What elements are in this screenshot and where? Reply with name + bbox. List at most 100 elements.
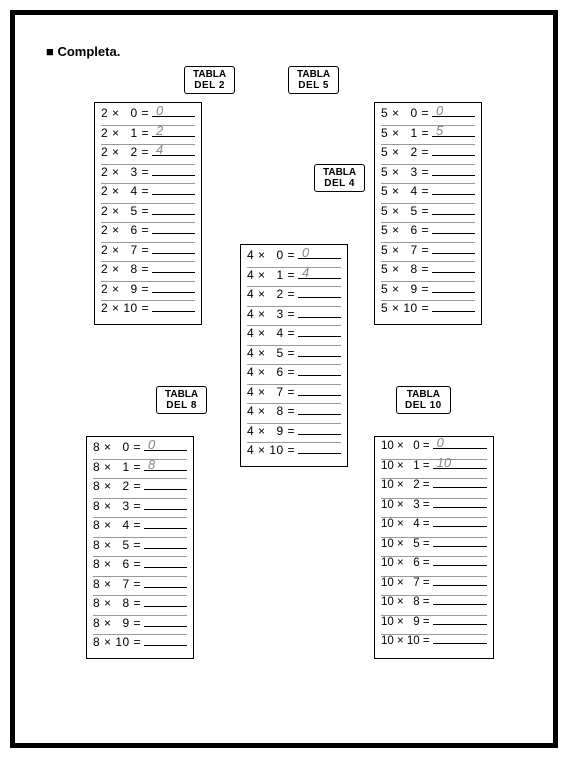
answer-blank[interactable]	[433, 565, 487, 566]
table-row: 2 × 5 =	[101, 204, 195, 224]
answer-blank[interactable]	[432, 233, 475, 234]
answer-blank[interactable]: 0	[433, 448, 487, 449]
sign-line2: DEL 2	[193, 80, 226, 91]
equation-text: 10 × 9 =	[381, 616, 430, 628]
table-row: 2 × 4 =	[101, 184, 195, 204]
answer-blank[interactable]	[144, 509, 187, 510]
answer-blank[interactable]	[144, 606, 187, 607]
filled-answer: 10	[437, 455, 451, 470]
answer-blank[interactable]	[298, 336, 341, 337]
equation-text: 5 × 4 =	[381, 184, 429, 198]
filled-answer: 5	[436, 123, 443, 138]
answer-blank[interactable]	[432, 214, 475, 215]
answer-blank[interactable]: 0	[144, 450, 187, 451]
table-row: 5 × 8 =	[381, 262, 475, 282]
equation-text: 2 × 0 =	[101, 106, 149, 120]
equation-text: 10 × 10 =	[381, 635, 430, 647]
equation-text: 5 × 9 =	[381, 282, 429, 296]
answer-blank[interactable]	[433, 526, 487, 527]
answer-blank[interactable]	[433, 487, 487, 488]
answer-blank[interactable]	[432, 311, 475, 312]
equation-text: 5 × 2 =	[381, 145, 429, 159]
filled-answer: 4	[156, 142, 163, 157]
answer-blank[interactable]	[298, 453, 341, 454]
answer-blank[interactable]	[152, 272, 195, 273]
table-row: 2 × 9 =	[101, 282, 195, 302]
table-row: 2 × 2 =4	[101, 145, 195, 165]
equation-text: 5 × 1 =	[381, 126, 429, 140]
filled-answer: 0	[437, 435, 444, 450]
table-row: 10 × 3 =	[381, 499, 487, 519]
equation-text: 4 × 5 =	[247, 346, 295, 360]
answer-blank[interactable]	[298, 317, 341, 318]
answer-blank[interactable]	[432, 292, 475, 293]
table-row: 8 × 2 =	[93, 479, 187, 499]
answer-blank[interactable]	[432, 175, 475, 176]
answer-blank[interactable]	[432, 272, 475, 273]
table-row: 10 × 9 =	[381, 616, 487, 636]
answer-blank[interactable]: 8	[144, 470, 187, 471]
answer-blank[interactable]: 5	[432, 136, 475, 137]
equation-text: 10 × 0 =	[381, 440, 430, 452]
answer-blank[interactable]	[298, 375, 341, 376]
table-row: 8 × 10 =	[93, 635, 187, 655]
equation-text: 8 × 6 =	[93, 557, 141, 571]
equation-text: 8 × 0 =	[93, 440, 141, 454]
equation-text: 2 × 6 =	[101, 223, 149, 237]
table-row: 4 × 2 =	[247, 287, 341, 307]
answer-blank[interactable]	[433, 624, 487, 625]
answer-blank[interactable]: 4	[152, 155, 195, 156]
answer-blank[interactable]: 4	[298, 278, 341, 279]
answer-blank[interactable]	[432, 194, 475, 195]
answer-blank[interactable]	[144, 626, 187, 627]
table-row: 10 × 2 =	[381, 479, 487, 499]
answer-blank[interactable]	[433, 507, 487, 508]
answer-blank[interactable]	[433, 546, 487, 547]
answer-blank[interactable]	[152, 194, 195, 195]
equation-text: 4 × 2 =	[247, 287, 295, 301]
sign-line2: DEL 8	[165, 400, 198, 411]
answer-blank[interactable]: 0	[432, 116, 475, 117]
answer-blank[interactable]	[144, 548, 187, 549]
answer-blank[interactable]: 0	[298, 258, 341, 259]
equation-text: 5 × 6 =	[381, 223, 429, 237]
answer-blank[interactable]	[433, 585, 487, 586]
answer-blank[interactable]	[152, 311, 195, 312]
answer-blank[interactable]: 2	[152, 136, 195, 137]
equation-text: 4 × 3 =	[247, 307, 295, 321]
answer-blank[interactable]	[152, 292, 195, 293]
answer-blank[interactable]	[152, 175, 195, 176]
table-row: 2 × 7 =	[101, 243, 195, 263]
answer-blank[interactable]	[152, 253, 195, 254]
answer-blank[interactable]	[298, 297, 341, 298]
answer-blank[interactable]	[433, 643, 487, 644]
answer-blank[interactable]	[298, 434, 341, 435]
answer-blank[interactable]	[144, 567, 187, 568]
equation-text: 10 × 7 =	[381, 577, 430, 589]
instruction-text: Completa.	[46, 44, 120, 59]
answer-blank[interactable]	[298, 356, 341, 357]
table-del-2: 2 × 0 =02 × 1 =22 × 2 =42 × 3 =2 × 4 =2 …	[94, 102, 202, 325]
sign-line1: TABLA	[405, 389, 442, 400]
answer-blank[interactable]	[144, 587, 187, 588]
equation-text: 5 × 3 =	[381, 165, 429, 179]
answer-blank[interactable]	[152, 214, 195, 215]
answer-blank[interactable]: 10	[433, 468, 487, 469]
answer-blank[interactable]	[144, 528, 187, 529]
table-row: 8 × 4 =	[93, 518, 187, 538]
table-row: 4 × 8 =	[247, 404, 341, 424]
equation-text: 5 × 8 =	[381, 262, 429, 276]
answer-blank[interactable]: 0	[152, 116, 195, 117]
equation-text: 10 × 4 =	[381, 518, 430, 530]
table-row: 8 × 7 =	[93, 577, 187, 597]
sign-line1: TABLA	[297, 69, 330, 80]
answer-blank[interactable]	[298, 395, 341, 396]
equation-text: 4 × 4 =	[247, 326, 295, 340]
answer-blank[interactable]	[144, 489, 187, 490]
answer-blank[interactable]	[433, 604, 487, 605]
answer-blank[interactable]	[432, 253, 475, 254]
answer-blank[interactable]	[144, 645, 187, 646]
answer-blank[interactable]	[298, 414, 341, 415]
answer-blank[interactable]	[432, 155, 475, 156]
answer-blank[interactable]	[152, 233, 195, 234]
